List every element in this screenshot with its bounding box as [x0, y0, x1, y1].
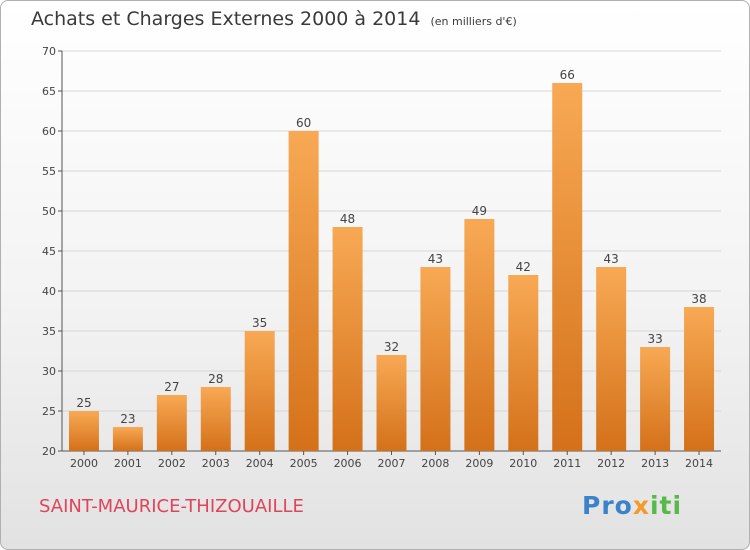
data-label: 48 [340, 212, 355, 226]
y-tick-label: 45 [42, 245, 56, 258]
bar [68, 411, 99, 451]
bar [508, 275, 539, 451]
x-tick-label: 2011 [553, 457, 581, 470]
bar [640, 347, 671, 451]
chart-title: Achats et Charges Externes 2000 à 2014 (e… [31, 8, 517, 30]
bar [552, 83, 583, 451]
data-label: 32 [384, 340, 399, 354]
data-label: 66 [560, 68, 575, 82]
bars [68, 83, 715, 451]
data-label: 35 [252, 316, 267, 330]
x-tick-label: 2014 [685, 457, 713, 470]
bar [376, 355, 407, 451]
y-tick-label: 35 [42, 325, 56, 338]
data-label: 43 [604, 252, 619, 266]
y-tick-label: 50 [42, 205, 56, 218]
y-tick-label: 60 [42, 125, 56, 138]
y-tick-label: 55 [42, 165, 56, 178]
data-labels: 25 23 27 28 35 60 48 32 43 49 42 66 43 33 38 [76, 68, 706, 426]
y-tick-label: 30 [42, 365, 56, 378]
data-label: 27 [164, 380, 179, 394]
x-tick-label: 2003 [202, 457, 230, 470]
bar [156, 395, 187, 451]
commune-name: SAINT-MAURICE-THIZOUAILLE [39, 496, 304, 517]
data-label: 25 [76, 396, 91, 410]
y-tick-label: 65 [42, 85, 56, 98]
bar [244, 331, 275, 451]
x-tick-label: 2009 [465, 457, 493, 470]
x-tick-label: 2002 [158, 457, 186, 470]
bar [288, 131, 319, 451]
data-label: 43 [428, 252, 443, 266]
bar [420, 267, 451, 451]
y-tick-label: 25 [42, 405, 56, 418]
bar [112, 427, 143, 451]
data-label: 38 [691, 292, 706, 306]
x-tick-label: 2007 [378, 457, 406, 470]
bar [464, 219, 495, 451]
x-tick-label: 2000 [70, 457, 98, 470]
data-label: 49 [472, 204, 487, 218]
x-tick-label: 2006 [334, 457, 362, 470]
x-tick-label: 2012 [597, 457, 625, 470]
data-label: 60 [296, 116, 311, 130]
x-tick-label: 2001 [114, 457, 142, 470]
x-tick-label: 2005 [290, 457, 318, 470]
y-tick-label: 70 [42, 45, 56, 58]
x-tick-label: 2008 [421, 457, 449, 470]
bar [596, 267, 627, 451]
x-tick-label: 2004 [246, 457, 274, 470]
chart-subtitle: (en milliers d'€) [430, 15, 517, 28]
proxiti-logo: Proxiti [582, 491, 683, 520]
data-label: 28 [208, 372, 223, 386]
bar [684, 307, 715, 451]
x-tick-label: 2013 [641, 457, 669, 470]
data-label: 33 [647, 332, 662, 346]
y-tick-label: 20 [42, 445, 56, 458]
y-tick-label: 40 [42, 285, 56, 298]
data-label: 23 [120, 412, 135, 426]
x-tick-label: 2010 [509, 457, 537, 470]
chart-title-text: Achats et Charges Externes 2000 à 2014 [31, 8, 421, 30]
bar [332, 227, 363, 451]
bar [200, 387, 231, 451]
data-label: 42 [516, 260, 531, 274]
